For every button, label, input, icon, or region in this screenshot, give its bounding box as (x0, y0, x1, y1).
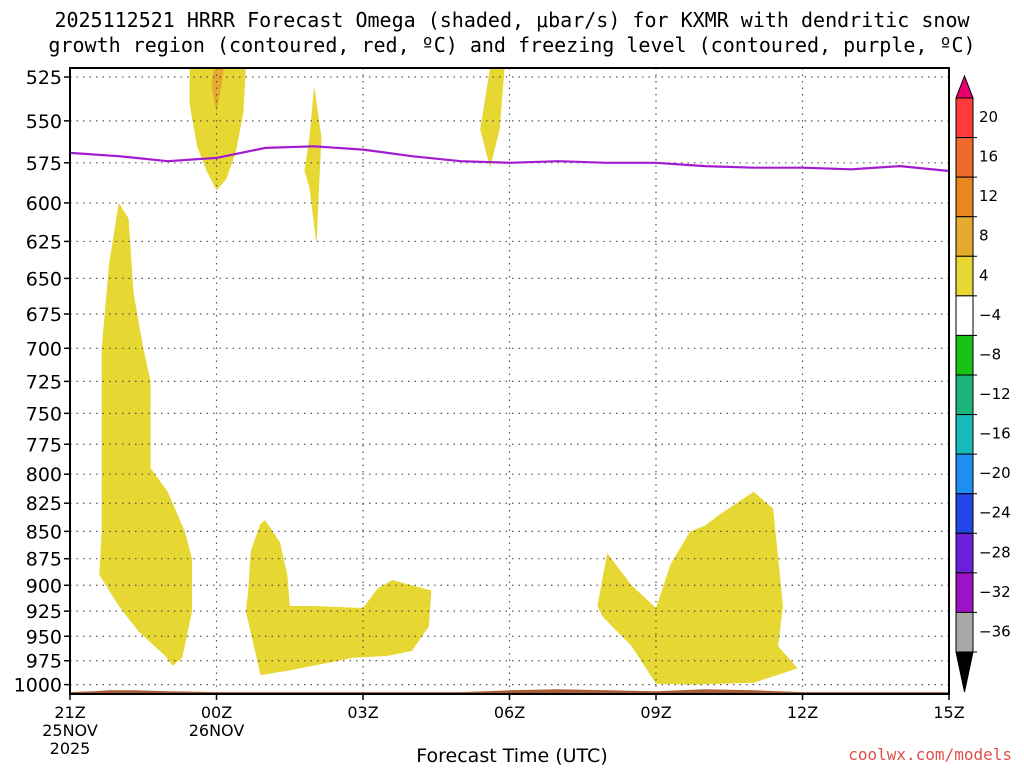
omega-subregion-1 (211, 68, 224, 113)
y-tick-label-975: 975 (26, 651, 62, 673)
terrain-surface (70, 689, 949, 694)
colorbar-label-6: −4 (979, 306, 1001, 324)
colorbar-label-4: 8 (979, 227, 989, 245)
omega-region-1 (99, 202, 193, 666)
colorbar-label-14: −36 (979, 622, 1011, 640)
freezing-level-line (69, 145, 950, 173)
x-tick-sublabel-2025: 2025 (50, 739, 91, 758)
colorbar-label-9: −16 (979, 425, 1011, 443)
x-tick-label-12Z: 12Z (787, 703, 818, 722)
colorbar-label-5: 4 (979, 266, 989, 284)
colorbar-swatch-9 (955, 414, 974, 455)
y-tick-label-600: 600 (26, 193, 62, 215)
colorbar-swatch-12 (955, 532, 974, 574)
colorbar-swatch-4 (955, 216, 974, 257)
y-tick-label-900: 900 (26, 575, 62, 597)
colorbar-swatch-11 (955, 493, 974, 534)
credit-text: coolwx.com/models (848, 745, 1012, 764)
omega-shading-layer (99, 68, 798, 685)
x-tick-sublabel-26NOV: 26NOV (189, 721, 245, 740)
colorbar-swatch-1 (955, 97, 974, 139)
y-tick-label-675: 675 (26, 304, 62, 326)
y-tick-label-775: 775 (26, 434, 62, 456)
y-tick-label-700: 700 (26, 338, 62, 360)
colorbar-swatch-7 (955, 334, 974, 376)
colorbar-swatch-8 (955, 374, 974, 416)
y-tick-label-875: 875 (26, 549, 62, 571)
colorbar-swatch-3 (955, 176, 974, 218)
colorbar: 20 16 12 8 4 −4 −8 −12 −16 −20 −24 −28 −32 −36 (955, 74, 1011, 693)
y-tick-label-800: 800 (26, 464, 62, 486)
colorbar-bottom-arrow (955, 651, 974, 693)
y-tick-label-925: 925 (26, 601, 62, 623)
colorbar-label-8: −12 (979, 385, 1011, 403)
colorbar-label-1: 20 (979, 108, 998, 126)
y-tick-label-850: 850 (26, 521, 62, 543)
x-tick-label-09Z: 09Z (640, 703, 671, 722)
y-tick-label-1000: 1000 (14, 675, 62, 697)
y-axis: 525 550 575 600 625 650 675 700 725 750 775 800 825 8… (14, 67, 70, 697)
y-tick-label-525: 525 (26, 67, 62, 89)
grid-lines (70, 68, 949, 694)
colorbar-swatch-2 (955, 137, 974, 178)
colorbar-top-arrow (955, 74, 974, 99)
x-tick-label-15Z: 15Z (933, 703, 964, 722)
x-tick-label-00Z: 00Z (201, 703, 232, 722)
y-tick-label-625: 625 (26, 231, 62, 253)
colorbar-label-7: −8 (979, 345, 1001, 363)
x-tick-label-21Z: 21Z (54, 703, 85, 722)
colorbar-label-12: −28 (979, 543, 1011, 561)
freezing-level-layer (69, 145, 950, 173)
y-tick-label-825: 825 (26, 493, 62, 515)
colorbar-label-13: −32 (979, 583, 1011, 601)
y-tick-label-750: 750 (26, 403, 62, 425)
y-tick-label-725: 725 (26, 371, 62, 393)
colorbar-swatch-13 (955, 572, 974, 613)
colorbar-label-11: −24 (979, 504, 1011, 522)
colorbar-label-10: −20 (979, 464, 1011, 482)
omega-region-4 (480, 68, 505, 168)
x-tick-sublabel-25NOV: 25NOV (42, 721, 98, 740)
colorbar-swatch-10 (955, 453, 974, 495)
colorbar-swatch-14 (955, 611, 974, 653)
y-tick-label-550: 550 (26, 111, 62, 133)
chart-title-line-1: 2025112521 HRRR Forecast Omega (shaded, … (54, 8, 970, 32)
colorbar-swatch-5 (955, 255, 974, 297)
x-axis-title: Forecast Time (UTC) (416, 745, 608, 767)
omega-region-5 (245, 520, 432, 676)
y-tick-label-950: 950 (26, 626, 62, 648)
colorbar-label-2: 16 (979, 148, 998, 166)
y-tick-label-650: 650 (26, 268, 62, 290)
colorbar-swatch-6 (955, 295, 974, 336)
y-tick-label-575: 575 (26, 153, 62, 175)
x-tick-label-06Z: 06Z (494, 703, 525, 722)
chart-title-line-2: growth region (contoured, red, ºC) and f… (48, 33, 976, 57)
omega-region-6 (597, 491, 798, 685)
colorbar-label-3: 12 (979, 187, 998, 205)
x-tick-label-03Z: 03Z (347, 703, 378, 722)
omega-region-3 (304, 86, 322, 245)
terrain-layer (70, 689, 949, 694)
